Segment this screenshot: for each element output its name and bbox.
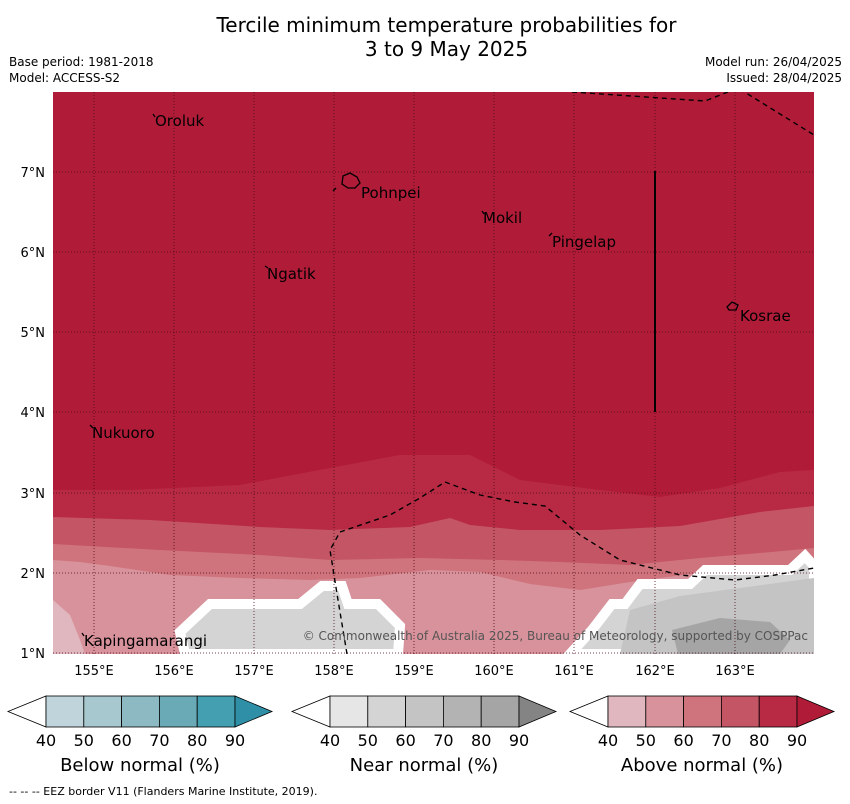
longitude-tick-label: 156°E (154, 664, 194, 679)
model-run: Model run: 26/04/2025 (704, 55, 842, 69)
below-normal-colorbar-label: Below normal (%) (60, 755, 220, 776)
colorbar-segment (796, 695, 836, 728)
colorbar-tick-label: 50 (358, 731, 378, 750)
kosrae-island-outline (726, 301, 739, 311)
latitude-labels: 7°N 6°N 5°N 4°N 3°N 2°N 1°N (21, 166, 46, 662)
pohnpei-island-outline (341, 172, 361, 189)
longitude-tick-label: 159°E (394, 664, 434, 679)
near-normal-colorbar-label: Near normal (%) (349, 755, 499, 776)
copyright-notice: © Commonwealth of Australia 2025, Bureau… (303, 629, 808, 643)
latitude-tick-label: 2°N (21, 567, 46, 582)
longitude-tick-label: 155°E (74, 664, 114, 679)
colorbar-tick-label: 40 (36, 731, 56, 750)
colorbar-tick-label: 60 (395, 731, 415, 750)
longitude-tick-label: 158°E (314, 664, 354, 679)
colorbar-segment (405, 695, 444, 728)
colorbar-tick-label: 70 (711, 731, 731, 750)
longitude-tick-label: 163°E (715, 664, 755, 679)
colorbars: 40 50 60 70 80 90 40 50 60 70 80 90 40 50 60 70 80 90 (6, 695, 836, 750)
map-title-line1: Tercile minimum temperature probabilitie… (216, 13, 677, 37)
longitude-tick-label: 162°E (635, 664, 675, 679)
place-label-nukuoro: Nukuoro (92, 424, 155, 442)
above-normal-40-region (53, 600, 85, 654)
near-normal-70-region (672, 618, 790, 654)
colorbar-segment (721, 695, 760, 728)
longitude-labels: 155°E 156°E 157°E 158°E 159°E 160°E 161°E 162°E… (74, 664, 755, 679)
colorbar-segment (329, 695, 369, 728)
near-normal-colorbar: 40 50 60 70 80 90 (290, 695, 558, 750)
map-area: Oroluk Pohnpei Mokil Pingelap Ngatik Kosrae Nu… (53, 92, 814, 654)
colorbar-tick-label: 50 (74, 731, 94, 750)
colorbar-tick-label: 40 (598, 731, 618, 750)
colorbar-segment (6, 695, 47, 728)
model-name: Model: ACCESS-S2 (9, 71, 121, 85)
base-period: Base period: 1981-2018 (9, 55, 154, 69)
colorbar-segment (45, 695, 85, 728)
below-normal-colorbar: 40 50 60 70 80 90 (6, 695, 274, 750)
colorbar-tick-label: 80 (187, 731, 207, 750)
latitude-tick-label: 4°N (21, 406, 46, 421)
colorbar-tick-label: 60 (673, 731, 693, 750)
latitude-tick-label: 1°N (21, 647, 46, 662)
colorbar-segment (518, 695, 558, 728)
place-label-oroluk: Oroluk (155, 112, 204, 130)
colorbar-segment (290, 695, 331, 728)
colorbar-segment (121, 695, 160, 728)
colorbar-segment (442, 695, 482, 728)
colorbar-tick-label: 80 (471, 731, 491, 750)
place-label-pohnpei: Pohnpei (361, 184, 421, 202)
colorbar-segment (645, 695, 684, 728)
colorbar-segment (758, 695, 798, 728)
latitude-tick-label: 5°N (21, 326, 46, 341)
colorbar-tick-label: 90 (509, 731, 529, 750)
colorbar-tick-label: 70 (433, 731, 453, 750)
above-normal-colorbar-label: Above normal (%) (620, 755, 784, 776)
colorbar-tick-label: 50 (636, 731, 656, 750)
colorbar-segment (480, 695, 520, 728)
latitude-tick-label: 7°N (21, 166, 46, 181)
colorbar-segment (568, 695, 609, 728)
colorbar-tick-label: 40 (320, 731, 340, 750)
colorbar-tick-label: 80 (749, 731, 769, 750)
place-label-kosrae: Kosrae (740, 307, 791, 325)
grid-lines (53, 92, 814, 654)
above-normal-colorbar: 40 50 60 70 80 90 (568, 695, 836, 750)
place-label-pingelap: Pingelap (552, 233, 616, 251)
colorbar-segment (607, 695, 647, 728)
latitude-tick-label: 6°N (21, 246, 46, 261)
colorbar-segment (683, 695, 722, 728)
eez-footnote: -- -- -- EEZ border V11 (Flanders Marine… (9, 785, 318, 798)
colorbar-segment (158, 695, 198, 728)
eez-borders (329, 92, 814, 654)
issued-date: Issued: 28/04/2025 (726, 71, 842, 85)
colorbar-segment (234, 695, 274, 728)
near-normal-50-region-west (174, 581, 406, 654)
map-title-line2: 3 to 9 May 2025 (364, 37, 529, 61)
place-label-kapingamarangi: Kapingamarangi (84, 632, 207, 650)
colorbar-segment (196, 695, 236, 728)
longitude-tick-label: 161°E (554, 664, 594, 679)
place-label-mokil: Mokil (483, 209, 522, 227)
colorbar-segment (83, 695, 123, 728)
place-labels: Oroluk Pohnpei Mokil Pingelap Ngatik Kosrae Nu… (84, 112, 791, 650)
colorbar-tick-label: 60 (111, 731, 131, 750)
longitude-tick-label: 157°E (234, 664, 274, 679)
colorbar-tick-label: 90 (225, 731, 245, 750)
colorbar-tick-label: 70 (149, 731, 169, 750)
colorbar-segment (367, 695, 406, 728)
longitude-tick-label: 160°E (474, 664, 514, 679)
colorbar-tick-label: 90 (787, 731, 807, 750)
island-outlines (81, 113, 739, 637)
latitude-tick-label: 3°N (21, 487, 46, 502)
place-label-ngatik: Ngatik (267, 265, 316, 283)
